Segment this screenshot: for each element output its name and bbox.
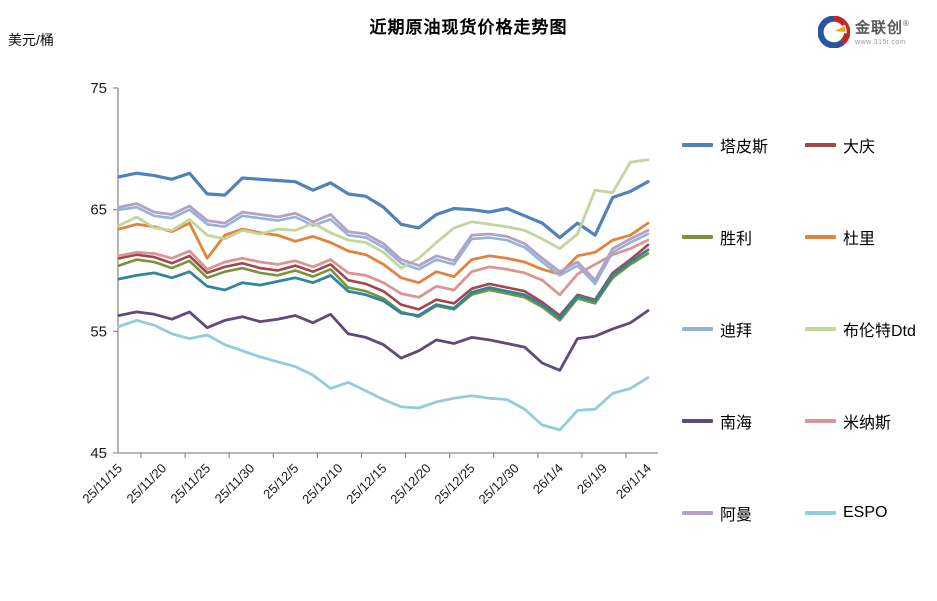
legend-label: 米纳斯 bbox=[843, 415, 892, 432]
legend-label: 迪拜 bbox=[720, 323, 753, 340]
legend-swatch-大庆 bbox=[805, 143, 836, 147]
series-line-布伦特Dtd bbox=[117, 158, 650, 270]
x-tick-label: 25/12/10 bbox=[299, 461, 345, 507]
legend-label: 杜里 bbox=[843, 231, 876, 248]
x-tick-label: 25/12/25 bbox=[431, 461, 477, 507]
legend-label: 塔皮斯 bbox=[720, 139, 769, 156]
legend-label: 布伦特Dtd bbox=[843, 323, 916, 340]
x-tick-label: 25/12/15 bbox=[343, 461, 389, 507]
legend-swatch-南海 bbox=[682, 419, 713, 423]
legend-swatch-胜利 bbox=[682, 235, 713, 239]
series-line-大庆 bbox=[117, 243, 650, 317]
legend-label: 大庆 bbox=[843, 139, 876, 156]
legend-swatch-米纳斯 bbox=[805, 419, 836, 423]
page-title: 近期原油现货价格走势图 bbox=[369, 18, 568, 37]
brand-url: www.315i.com bbox=[855, 39, 907, 47]
legend-item-南海: 南海 bbox=[682, 412, 753, 432]
legend-swatch-杜里 bbox=[805, 235, 836, 239]
series-line-unlabeled-teal bbox=[117, 248, 650, 320]
x-tick-label: 26/1/4 bbox=[530, 461, 566, 497]
legend-label: 胜利 bbox=[720, 231, 753, 248]
y-tick-label: 65 bbox=[90, 202, 107, 219]
legend-item-胜利: 胜利 bbox=[682, 228, 753, 248]
legend-item-大庆: 大庆 bbox=[805, 136, 876, 156]
x-tick-label: 25/12/30 bbox=[475, 461, 521, 507]
legend-swatch-塔皮斯 bbox=[682, 143, 713, 147]
legend-label: 阿曼 bbox=[720, 507, 753, 524]
legend-label: ESPO bbox=[843, 504, 888, 521]
series-line-迪拜 bbox=[117, 205, 650, 286]
y-tick-label: 55 bbox=[90, 323, 107, 340]
legend-item-塔皮斯: 塔皮斯 bbox=[682, 136, 769, 156]
x-tick-label: 25/11/30 bbox=[212, 461, 258, 507]
legend-item-阿曼: 阿曼 bbox=[682, 504, 753, 524]
brand-name: 金联创 bbox=[855, 19, 904, 37]
chart-legend: 塔皮斯 大庆胜利 杜里迪拜 布伦特Dtd 南海 米纳斯阿曼 ESPO bbox=[682, 136, 937, 556]
series-line-米纳斯 bbox=[117, 238, 650, 299]
legend-swatch-迪拜 bbox=[682, 327, 713, 331]
series-line-阿曼 bbox=[117, 202, 650, 282]
x-tick-label: 25/12/20 bbox=[387, 461, 433, 507]
y-tick-label: 45 bbox=[90, 445, 107, 462]
series-line-南海 bbox=[117, 309, 650, 372]
series-line-ESPO bbox=[117, 318, 650, 432]
jlc-swirl-icon bbox=[818, 16, 850, 48]
legend-swatch-阿曼 bbox=[682, 511, 713, 515]
y-tick-label: 75 bbox=[90, 80, 107, 97]
x-tick-label: 25/11/20 bbox=[123, 461, 169, 507]
x-tick-label: 25/12/5 bbox=[260, 461, 301, 502]
legend-swatch-ESPO bbox=[805, 511, 836, 515]
legend-swatch-布伦特Dtd bbox=[805, 327, 836, 331]
legend-item-米纳斯: 米纳斯 bbox=[805, 412, 892, 432]
x-tick-label: 26/1/9 bbox=[574, 461, 610, 497]
brand-logo: 金联创® www.315i.com bbox=[818, 16, 928, 48]
series-line-胜利 bbox=[117, 252, 650, 322]
legend-item-ESPO: ESPO bbox=[805, 504, 887, 522]
x-tick-label: 25/11/25 bbox=[168, 461, 214, 507]
legend-item-布伦特Dtd: 布伦特Dtd bbox=[805, 320, 916, 340]
legend-item-杜里: 杜里 bbox=[805, 228, 876, 248]
x-tick-label: 26/1/14 bbox=[613, 461, 654, 502]
legend-item-迪拜: 迪拜 bbox=[682, 320, 753, 340]
registered-mark: ® bbox=[903, 19, 909, 28]
legend-label: 南海 bbox=[720, 415, 753, 432]
x-tick-label: 25/11/15 bbox=[79, 461, 125, 507]
y-axis-unit-label: 美元/桶 bbox=[8, 32, 54, 48]
series-line-塔皮斯 bbox=[117, 171, 650, 240]
